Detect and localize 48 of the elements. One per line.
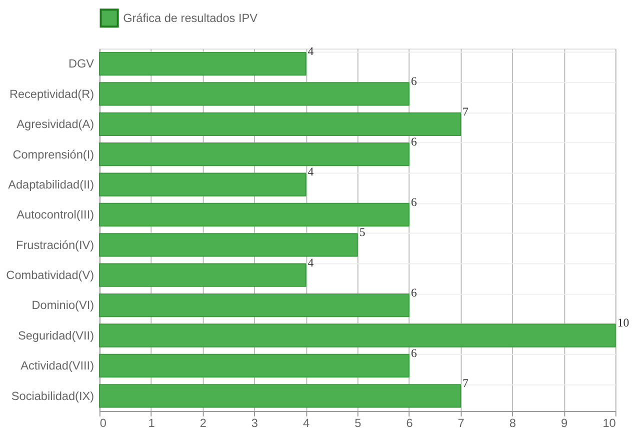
bar	[98, 142, 410, 166]
y-tick-label: Sociabilidad(IX)	[11, 388, 94, 403]
x-tick-label: 3	[251, 416, 258, 430]
data-label: 7	[462, 104, 469, 118]
y-tick-label: DGV	[68, 56, 94, 71]
bar	[98, 172, 306, 196]
data-label: 4	[308, 255, 314, 270]
data-label: 10	[617, 316, 630, 330]
y-tick-label: Agresividad(A)	[16, 117, 94, 132]
bar	[98, 82, 410, 106]
x-tick-label: 0	[100, 416, 107, 430]
y-tick-label: Frustración(IV)	[16, 238, 94, 252]
x-tick-label: 2	[200, 416, 206, 430]
x-tick-label: 1	[148, 416, 155, 430]
bar	[98, 324, 616, 348]
x-tick-label: 7	[458, 416, 464, 430]
data-label: 7	[462, 376, 469, 390]
legend-label: Gráfica de resultados IPV	[123, 11, 258, 26]
data-label: 6	[410, 134, 417, 148]
bar	[98, 202, 410, 227]
data-label: 6	[410, 285, 417, 300]
y-tick-label: Adaptabilidad(II)	[8, 177, 94, 192]
y-tick-label: Combatividad(V)	[6, 268, 94, 282]
data-label: 6	[410, 194, 417, 209]
y-tick-label: Dominio(VI)	[32, 298, 94, 312]
data-label: 6	[410, 346, 417, 360]
y-tick-label: Comprensión(I)	[12, 147, 94, 162]
x-tick-label: 5	[354, 416, 362, 430]
data-label: 5	[359, 225, 366, 240]
bar	[98, 293, 410, 318]
y-tick-label: Receptividad(R)	[9, 86, 94, 101]
x-tick-label: 8	[509, 416, 516, 430]
bar	[98, 233, 358, 257]
y-tick-label: Seguridad(VII)	[18, 328, 94, 342]
x-tick-label: 6	[406, 416, 414, 430]
data-label: 4	[308, 44, 314, 58]
x-tick-label: 4	[303, 416, 310, 430]
bar	[98, 354, 410, 378]
x-tick-label: 9	[560, 416, 568, 430]
y-tick-label: Actividad(VIII)	[20, 358, 94, 373]
bar	[98, 263, 306, 287]
bar	[98, 52, 306, 76]
bar	[98, 112, 462, 136]
x-tick-label: 10	[602, 416, 616, 430]
y-tick-label: Autocontrol(III)	[16, 208, 94, 222]
data-label: 6	[410, 74, 417, 88]
bar	[98, 384, 462, 408]
data-label: 4	[308, 164, 314, 179]
